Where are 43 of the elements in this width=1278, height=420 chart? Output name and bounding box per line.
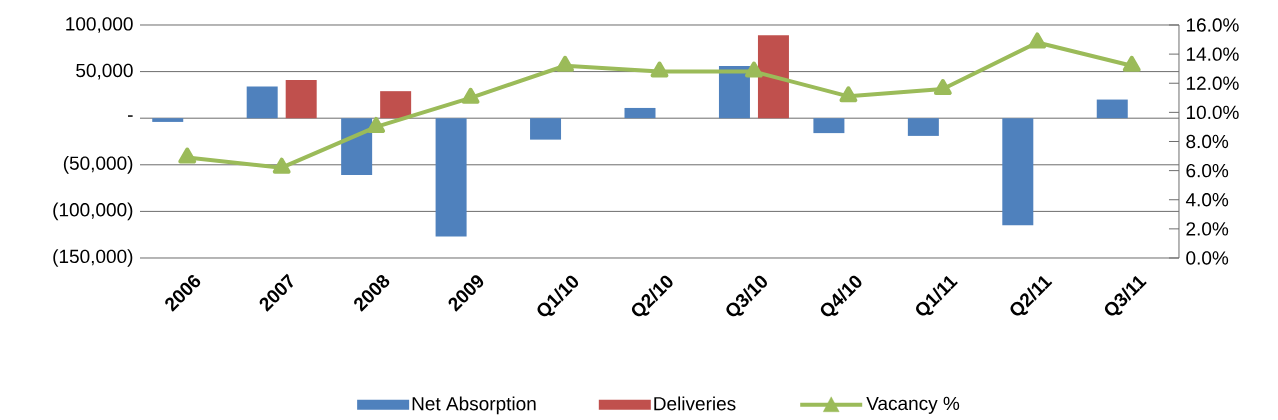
point	[272, 157, 291, 174]
legend-label: Vacancy %	[866, 396, 960, 414]
y-tick-label: (150,000)	[53, 249, 133, 267]
bar	[1096, 99, 1128, 119]
y-tick-label: 50,000	[76, 63, 133, 80]
point	[367, 116, 386, 133]
point	[556, 55, 574, 72]
y2-tick-label: 0.0%	[1186, 251, 1229, 265]
point	[1028, 32, 1047, 49]
point	[933, 79, 952, 96]
y2-tick-label: 6.0%	[1186, 163, 1229, 178]
bar	[813, 118, 845, 134]
bar	[530, 118, 562, 140]
bar	[907, 118, 939, 136]
y2-tick-label: 12.0%	[1186, 76, 1239, 90]
y2-tick-label: 4.0%	[1185, 193, 1229, 207]
point	[461, 87, 480, 104]
bar	[380, 91, 412, 119]
bar	[246, 86, 278, 119]
point	[1122, 55, 1141, 72]
y2-tick-label: 16.0%	[1186, 18, 1239, 32]
point	[650, 61, 669, 78]
y-tick-label: 100,000	[66, 17, 133, 33]
y2-tick-label: 10.0%	[1186, 105, 1239, 120]
point	[178, 147, 197, 164]
bar	[718, 66, 750, 119]
bar	[757, 35, 789, 119]
y-tick-label: (50,000)	[63, 155, 133, 174]
y2-tick-label: 14.0%	[1186, 47, 1239, 61]
y-tick-label: -	[128, 115, 133, 117]
y2-tick-label: 2.0%	[1186, 222, 1229, 236]
bar	[341, 118, 373, 176]
y-tick-label: (100,000)	[53, 202, 133, 221]
bar	[1002, 118, 1034, 226]
legend-label: Deliveries	[654, 396, 736, 411]
bar	[435, 118, 467, 237]
point	[745, 61, 763, 78]
bar	[624, 107, 656, 119]
y2-tick-label: 8.0%	[1186, 134, 1229, 149]
bar	[285, 79, 317, 119]
bar	[152, 118, 184, 122]
legend-label: Net Absorption	[412, 396, 536, 415]
point	[839, 86, 858, 103]
